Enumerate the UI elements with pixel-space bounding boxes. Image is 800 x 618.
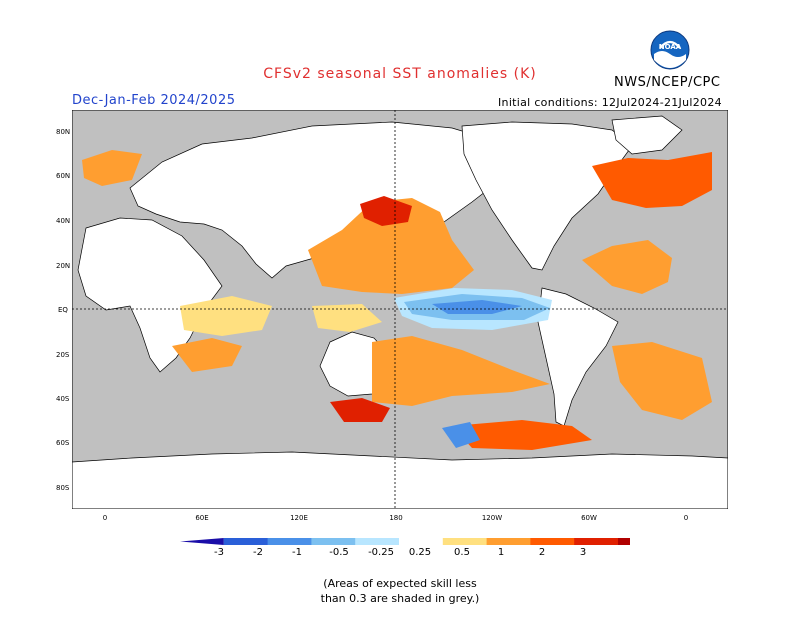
moderate-cold-area-equatorial-pacific — [432, 300, 522, 314]
colorbar-label: 2 — [538, 547, 546, 558]
skill-note-line-1: (Areas of expected skill less — [323, 577, 477, 590]
warm-area-south-atlantic — [612, 342, 712, 420]
sst-anomaly-map — [72, 110, 728, 509]
forecast-period: Dec-Jan-Feb 2024/2025 — [72, 93, 236, 108]
colorbar-segment — [574, 538, 619, 545]
colorbar-segment — [267, 538, 312, 545]
warm-area-south-pacific — [372, 336, 550, 406]
landmass-greenland — [611, 115, 683, 155]
landmass-antarctica — [72, 451, 728, 509]
colorbar-segment — [618, 538, 630, 545]
colorbar-segment — [355, 538, 400, 545]
colorbar-label: 1 — [497, 547, 505, 558]
map-title: CFSv2 seasonal SST anomalies (K) — [263, 66, 537, 82]
cold-area-southern-ocean — [442, 422, 480, 448]
initial-conditions: Initial conditions: 12Jul2024-21Jul2024 — [498, 96, 722, 109]
lat-label: 40N — [56, 217, 71, 225]
lon-label: 0 — [102, 514, 108, 522]
skill-note-line-2: than 0.3 are shaded in grey.) — [320, 592, 480, 605]
colorbar-label: 0.25 — [408, 547, 432, 558]
lon-label: 60E — [195, 514, 209, 522]
colorbar-segment — [399, 538, 444, 545]
lon-label: 180 — [389, 514, 403, 522]
colorbar — [180, 538, 630, 545]
landmass-south-america — [537, 287, 619, 427]
warm-area-north-atlantic — [592, 152, 712, 208]
lat-label: 60S — [56, 439, 70, 447]
skill-note: (Areas of expected skill less than 0.3 a… — [0, 576, 800, 606]
colorbar-label: -2 — [253, 547, 263, 558]
strong-warm-area-tasman — [330, 398, 390, 422]
colorbar-label: 0.5 — [454, 547, 470, 558]
reference-lines — [72, 110, 728, 509]
lat-label: 60N — [56, 172, 71, 180]
warm-area-north-pacific — [308, 198, 474, 294]
weak-warm-area-west-pacific — [312, 304, 382, 332]
lon-label: 120W — [481, 514, 503, 522]
colorbar-label: -3 — [214, 547, 224, 558]
agency-credit: NWS/NCEP/CPC — [614, 75, 721, 90]
colorbar-segment — [223, 538, 269, 545]
lat-label: 40S — [56, 395, 70, 403]
colorbar-label: -0.5 — [329, 547, 349, 558]
lon-label: 120E — [290, 514, 308, 522]
weak-warm-area-indian-ocean — [180, 296, 272, 336]
warm-area-indian-ocean — [172, 338, 242, 372]
colorbar-segment — [442, 538, 488, 545]
colorbar-label: -0.25 — [368, 547, 394, 558]
lon-label: 0 — [683, 514, 689, 522]
colorbar-label: 3 — [579, 547, 587, 558]
lon-label: 60W — [581, 514, 597, 522]
warm-area-atlantic — [582, 240, 672, 294]
colorbar-label: -1 — [292, 547, 302, 558]
lat-label: 20N — [56, 262, 71, 270]
warm-anomaly-areas — [82, 150, 712, 450]
lat-label: 20S — [56, 351, 70, 359]
lat-label: EQ — [58, 306, 68, 314]
colorbar-segment — [486, 538, 531, 545]
strong-warm-area-kuroshio — [360, 196, 412, 226]
lat-label: 80N — [56, 128, 71, 136]
colorbar-segment — [530, 538, 575, 545]
noaa-logo-text: NOAA — [659, 43, 682, 51]
warm-area-southern-ocean — [452, 420, 592, 450]
noaa-logo: NOAA — [650, 30, 690, 70]
landmass-africa — [77, 217, 223, 373]
colorbar-segment — [311, 538, 356, 545]
colorbar-segment — [180, 538, 224, 545]
landmass-north-america — [461, 121, 633, 271]
lat-label: 80S — [56, 484, 70, 492]
warm-area-north-atlantic-east — [82, 150, 142, 186]
